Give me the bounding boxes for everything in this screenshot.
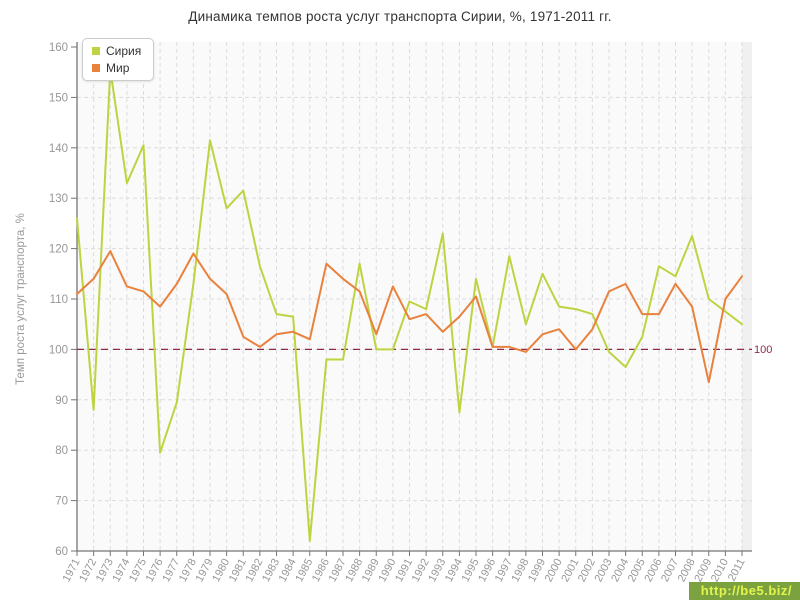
- legend-item-mir[interactable]: Мир: [92, 61, 141, 75]
- legend-item-syria[interactable]: Сирия: [92, 44, 141, 58]
- x-tick-label: 2010: [709, 557, 731, 584]
- y-tick-label: 80: [55, 445, 68, 457]
- legend-swatch-icon: [92, 64, 100, 72]
- y-tick-label: 150: [49, 92, 68, 104]
- y-tick-label: 90: [55, 395, 68, 407]
- chart-title: Динамика темпов роста услуг транспорта С…: [188, 9, 612, 24]
- y-tick-label: 70: [55, 496, 68, 508]
- guide-value-label: 100: [754, 344, 772, 356]
- legend-label: Сирия: [106, 44, 142, 58]
- y-tick-label: 130: [49, 193, 68, 205]
- legend-label: Мир: [106, 61, 130, 75]
- series-line-mir: [76, 250, 743, 384]
- y-tick-label: 110: [50, 294, 68, 306]
- y-tick-label: 140: [49, 143, 68, 155]
- x-tick-label: 2011: [726, 557, 748, 584]
- series-line-syria: [76, 68, 743, 542]
- y-tick-label: 60: [55, 546, 68, 558]
- y-tick-label: 120: [49, 244, 68, 256]
- plot-background: [77, 42, 752, 551]
- legend: Сирия Мир: [82, 38, 155, 81]
- y-tick-label: 100: [49, 344, 68, 356]
- y-axis-title: Темп роста услуг транспорта, %: [15, 213, 27, 385]
- legend-swatch-icon: [92, 47, 100, 55]
- watermark-link[interactable]: http://be5.biz/: [688, 582, 800, 600]
- plot-right-band: [742, 42, 752, 551]
- y-tick-label: 160: [49, 42, 68, 54]
